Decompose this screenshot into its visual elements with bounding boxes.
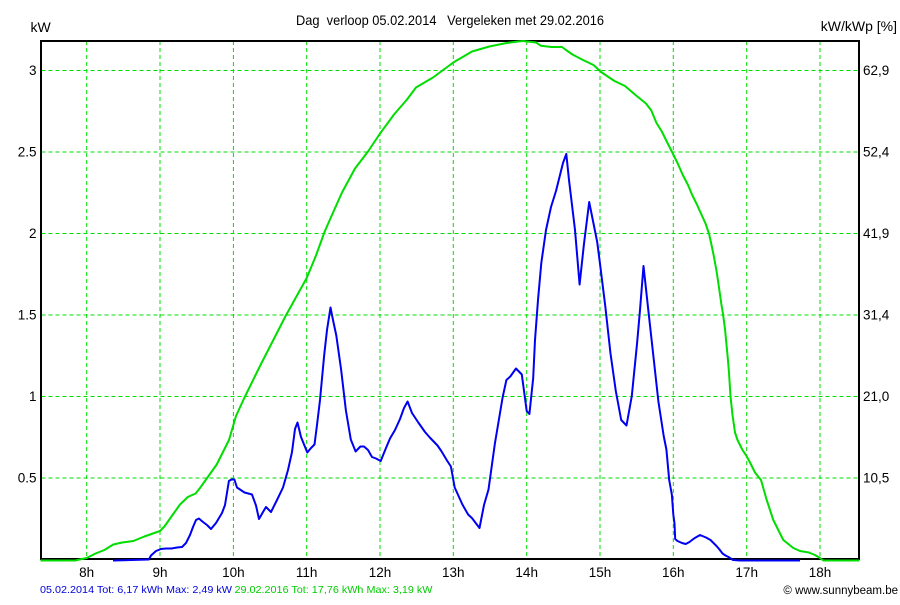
svg-text:9h: 9h <box>152 565 167 580</box>
svg-text:05.02.2014 Tot: 6,17 kWh Max:: 05.02.2014 Tot: 6,17 kWh Max: 2,49 kW <box>40 584 232 596</box>
svg-text:15h: 15h <box>589 565 612 580</box>
svg-text:kW: kW <box>31 19 52 35</box>
svg-text:21,0: 21,0 <box>863 389 889 404</box>
svg-text:8h: 8h <box>79 565 94 580</box>
svg-text:18h: 18h <box>809 565 832 580</box>
svg-text:3: 3 <box>29 63 37 78</box>
svg-text:2.5: 2.5 <box>18 145 37 160</box>
svg-text:2: 2 <box>29 226 37 241</box>
svg-text:16h: 16h <box>662 565 685 580</box>
svg-text:10,5: 10,5 <box>863 471 889 486</box>
svg-text:31,4: 31,4 <box>863 308 890 323</box>
svg-text:10h: 10h <box>222 565 245 580</box>
svg-text:14h: 14h <box>515 565 538 580</box>
svg-text:52,4: 52,4 <box>863 145 890 160</box>
svg-text:62,9: 62,9 <box>863 63 889 78</box>
svg-text:29.02.2016 Tot: 17,76 kWh Max:: 29.02.2016 Tot: 17,76 kWh Max: 3,19 kW <box>235 584 433 596</box>
svg-text:0.5: 0.5 <box>18 471 37 486</box>
svg-text:41,9: 41,9 <box>863 226 889 241</box>
svg-text:© www.sunnybeam.be: © www.sunnybeam.be <box>783 585 898 597</box>
svg-text:17h: 17h <box>735 565 758 580</box>
svg-text:11h: 11h <box>296 565 318 580</box>
svg-text:1: 1 <box>29 389 37 404</box>
svg-text:kW/kWp [%]: kW/kWp [%] <box>821 18 897 34</box>
svg-text:Dag verloop 05.02.2014 Verg: Dag verloop 05.02.2014 Vergeleken met 29… <box>296 12 604 28</box>
svg-text:13h: 13h <box>442 565 465 580</box>
svg-text:12h: 12h <box>369 565 392 580</box>
svg-text:1.5: 1.5 <box>18 308 37 323</box>
